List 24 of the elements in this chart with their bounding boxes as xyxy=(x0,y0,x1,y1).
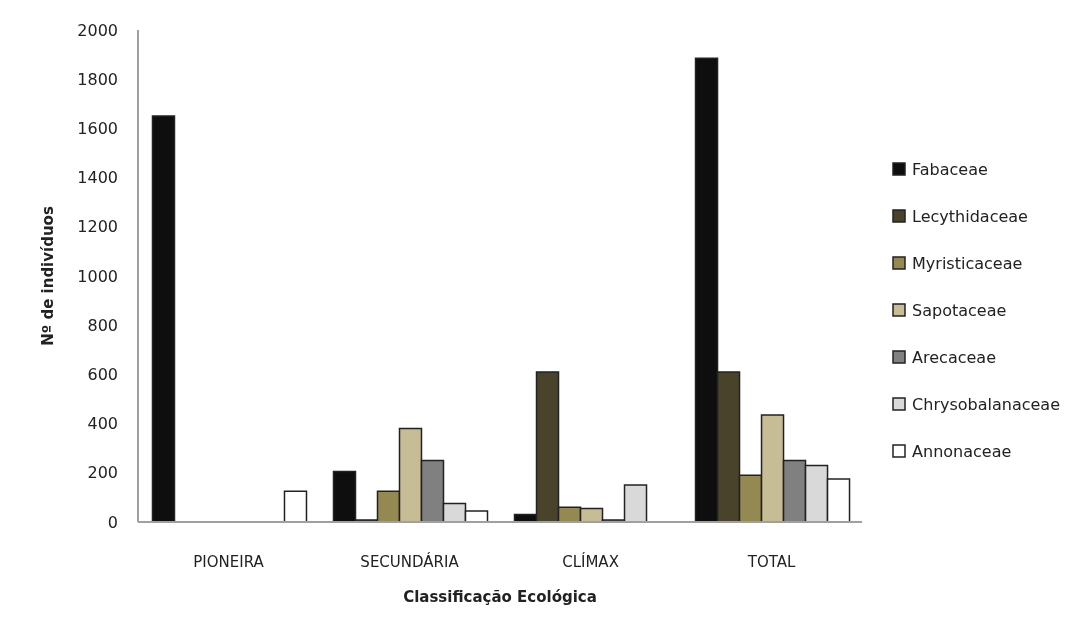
y-tick-label: 1000 xyxy=(77,266,118,286)
x-tick-label: TOTAL xyxy=(746,552,796,571)
y-tick-label: 1600 xyxy=(77,119,118,139)
y-tick-label: 200 xyxy=(87,463,118,483)
legend-label: Fabaceae xyxy=(912,159,988,179)
y-tick-label: 2000 xyxy=(77,20,118,40)
y-tick-label: 0 xyxy=(107,512,118,532)
x-tick-label: PIONEIRA xyxy=(193,552,265,571)
y-tick-label: 600 xyxy=(87,365,118,385)
y-axis-title: Nº de indivíduos xyxy=(39,206,58,346)
x-axis-title: Classificação Ecológica xyxy=(403,588,597,606)
legend-label: Arecaceae xyxy=(912,347,996,367)
legend-label: Chrysobalanaceae xyxy=(912,394,1060,414)
y-tick-label: 1400 xyxy=(77,168,118,188)
y-tick-label: 1200 xyxy=(77,217,118,237)
x-tick-label: CLÍMAX xyxy=(562,551,619,571)
y-tick-label: 400 xyxy=(87,414,118,434)
y-tick-label: 1800 xyxy=(77,69,118,89)
legend-label: Myristicaceae xyxy=(912,253,1023,273)
legend-label: Annonaceae xyxy=(912,441,1012,461)
legend-label: Sapotaceae xyxy=(912,300,1007,320)
x-tick-label: SECUNDÁRIA xyxy=(360,551,460,571)
y-tick-label: 800 xyxy=(87,315,118,335)
legend-label: Lecythidaceae xyxy=(912,206,1028,226)
